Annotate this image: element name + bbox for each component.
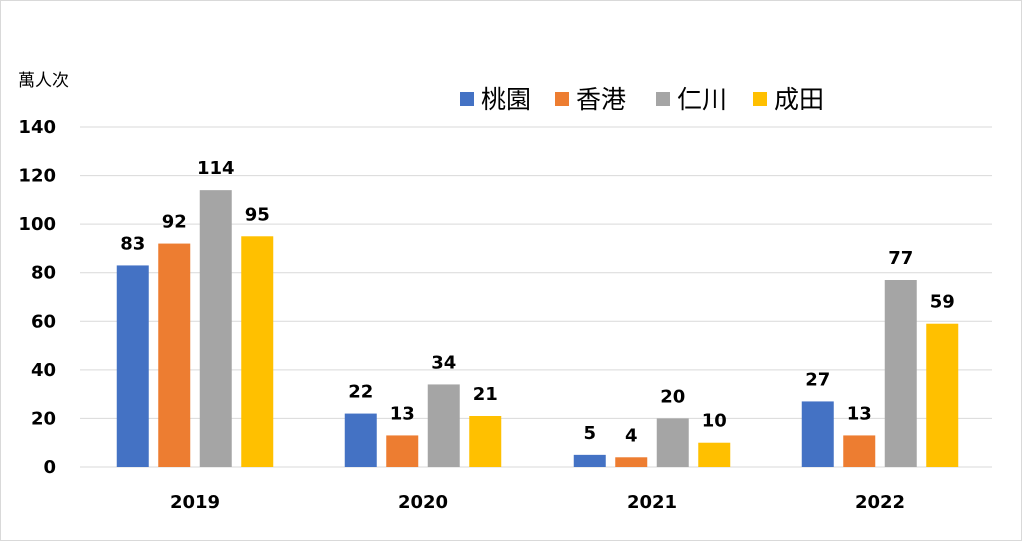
bar [843, 435, 876, 467]
y-axis-unit-label: 萬人次 [18, 71, 69, 91]
bar [158, 243, 191, 467]
x-category-label: 2022 [855, 492, 905, 513]
data-label: 4 [625, 425, 638, 446]
bar [615, 457, 648, 467]
bar [427, 384, 460, 467]
y-tick-label: 100 [18, 214, 56, 235]
legend-label: 成田 [774, 85, 824, 114]
bar [573, 454, 606, 467]
bar [926, 323, 959, 467]
gridlines [80, 126, 992, 468]
bar [241, 236, 274, 467]
legend-label: 桃園 [481, 85, 531, 114]
data-label: 5 [583, 423, 596, 444]
legend-label: 仁川 [677, 85, 727, 114]
data-label: 95 [245, 204, 270, 225]
y-tick-label: 120 [18, 166, 56, 187]
x-axis-categories: 2019 2020 2021 2022 [170, 492, 905, 513]
data-label: 10 [702, 411, 727, 432]
bar [656, 418, 689, 467]
y-tick-label: 20 [31, 408, 56, 429]
legend-entry: 香港 [555, 85, 626, 114]
legend-swatch [460, 92, 474, 106]
data-label: 83 [120, 233, 145, 254]
legend-swatch [656, 92, 670, 106]
data-label: 27 [805, 369, 830, 390]
y-tick-label: 140 [18, 117, 56, 138]
data-label: 22 [348, 382, 373, 403]
x-category-label: 2020 [398, 492, 448, 513]
legend-label: 香港 [576, 85, 626, 114]
data-labels: 83 92 114 95 22 13 34 21 5 4 20 10 27 13 77 59 [120, 158, 955, 446]
y-tick-label: 80 [31, 263, 56, 284]
x-category-label: 2019 [170, 492, 220, 513]
legend-entry: 成田 [753, 85, 824, 114]
legend-swatch [753, 92, 767, 106]
bar [386, 435, 419, 467]
bar [884, 280, 917, 467]
data-label: 21 [473, 384, 498, 405]
data-label: 34 [431, 352, 456, 373]
bar [469, 416, 502, 467]
y-tick-label: 60 [31, 311, 56, 332]
bar [116, 265, 149, 467]
data-label: 13 [390, 403, 415, 424]
legend-entry: 仁川 [656, 85, 727, 114]
y-axis-ticks: 0 20 40 60 80 100 120 140 [18, 117, 56, 478]
y-tick-label: 40 [31, 360, 56, 381]
bar [199, 190, 232, 467]
x-category-label: 2021 [627, 492, 677, 513]
legend: 桃園 香港 仁川 成田 [460, 85, 824, 114]
bar [344, 413, 377, 467]
bars [116, 190, 959, 467]
data-label: 20 [660, 386, 685, 407]
data-label: 114 [197, 158, 235, 179]
data-label: 13 [847, 403, 872, 424]
legend-entry: 桃園 [460, 85, 531, 114]
data-label: 59 [930, 292, 955, 313]
data-label: 77 [888, 248, 913, 269]
y-tick-label: 0 [43, 457, 56, 478]
legend-swatch [555, 92, 569, 106]
bar [801, 401, 834, 467]
bar [698, 442, 731, 467]
data-label: 92 [162, 212, 187, 233]
